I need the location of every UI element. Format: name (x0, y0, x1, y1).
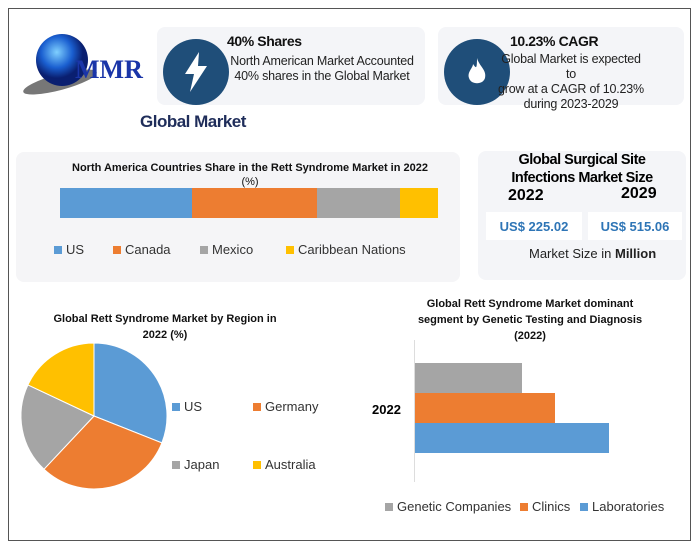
pie-legend-australia: Australia (253, 457, 316, 472)
stacked-legend-mexico: Mexico (200, 242, 253, 257)
global-market-label: Global Market (140, 112, 246, 131)
market-size-title-line1: Global Surgical Site (518, 152, 646, 168)
legend-swatch (520, 502, 528, 511)
pie-title-line2: 2022 (%) (142, 329, 188, 341)
hbar-title-line3: (2022) (514, 330, 546, 342)
shares-title: 40% Shares (227, 33, 302, 49)
value-2029: US$ 515.06 (600, 218, 670, 234)
stacked-segment-us (60, 188, 193, 218)
legend-label: Germany (265, 399, 319, 414)
pie-slice-japan (20, 384, 95, 470)
market-size-title-line2: Infections Market Size (511, 170, 653, 186)
hbar-legend-laboratories: Laboratories (580, 499, 664, 514)
legend-swatch (172, 460, 180, 469)
market-size-unit: Million (614, 246, 657, 261)
year-2029: 2029 (621, 185, 657, 202)
cagr-text-line2: grow at a CAGR of 10.23% (498, 82, 644, 96)
cagr-text-line3: during 2023-2029 (523, 97, 619, 111)
legend-label: Laboratories (592, 499, 665, 514)
stacked-bar (60, 188, 438, 218)
hbar-axis (414, 340, 415, 482)
hbar-clinics (415, 393, 555, 423)
stacked-chart-title-line1: North America Countries Share in the Ret… (72, 162, 428, 174)
infographic-frame (8, 8, 691, 541)
legend-label: Caribbean Nations (298, 242, 406, 257)
value-2022: US$ 225.02 (499, 218, 569, 234)
cagr-text-line1: Global Market is expected to (501, 52, 641, 81)
pie-chart (20, 342, 168, 490)
pie-title-line1: Global Rett Syndrome Market by Region in (53, 313, 277, 325)
stacked-segment-canada (192, 188, 318, 218)
hbar-laboratories (415, 423, 609, 453)
legend-swatch (253, 460, 261, 469)
hbar-category-label: 2022 (372, 402, 401, 417)
legend-label: US (66, 242, 85, 257)
legend-swatch (172, 402, 180, 411)
pie-slice-us (93, 342, 168, 444)
hbar-legend-genetic-companies: Genetic Companies (385, 499, 511, 514)
mmr-logo: MMR (20, 30, 150, 100)
legend-swatch (113, 245, 121, 254)
legend-swatch (200, 245, 208, 254)
legend-swatch (54, 245, 62, 254)
pie-slice-australia (27, 342, 95, 417)
cagr-card: 10.23% CAGR Global Market is expected to… (438, 27, 684, 111)
legend-label: Clinics (532, 499, 571, 514)
year-2022: 2022 (508, 187, 544, 204)
shares-card: 40% Shares North American Market Account… (157, 27, 425, 105)
legend-swatch (253, 402, 261, 411)
svg-text:MMR: MMR (75, 55, 143, 84)
hbar-title-line1: Global Rett Syndrome Market dominant (426, 298, 634, 310)
legend-label: Canada (125, 242, 171, 257)
stacked-segment-mexico (317, 188, 401, 218)
hbar-genetic-companies (415, 363, 522, 393)
hbar-title-line2: segment by Genetic Testing and Diagnosis (417, 314, 643, 326)
hbar-legend-clinics: Clinics (520, 499, 570, 514)
pie-legend-germany: Germany (253, 399, 318, 414)
legend-label: US (184, 399, 203, 414)
lightning-icon (163, 39, 229, 105)
pie-slice-germany (43, 415, 163, 490)
flame-icon (444, 39, 510, 105)
cagr-title: 10.23% CAGR (510, 33, 599, 49)
shares-text-line1: North American Market Accounted (230, 54, 414, 68)
legend-label: Australia (265, 457, 316, 472)
stacked-legend-canada: Canada (113, 242, 171, 257)
stacked-chart-title-line2: (%) (241, 176, 259, 188)
shares-text-line2: 40% shares in the Global Market (234, 69, 410, 83)
legend-swatch (385, 502, 393, 511)
stacked-legend-caribbean-nations: Caribbean Nations (286, 242, 406, 257)
legend-label: Mexico (212, 242, 254, 257)
stacked-segment-caribbean-nations (400, 188, 438, 218)
pie-legend-japan: Japan (172, 457, 219, 472)
pie-legend-us: US (172, 399, 202, 414)
legend-label: Japan (184, 457, 220, 472)
legend-label: Genetic Companies (397, 499, 512, 514)
legend-swatch (286, 245, 294, 254)
market-size-note: Market Size in (529, 246, 615, 261)
legend-swatch (580, 502, 588, 511)
stacked-legend-us: US (54, 242, 84, 257)
